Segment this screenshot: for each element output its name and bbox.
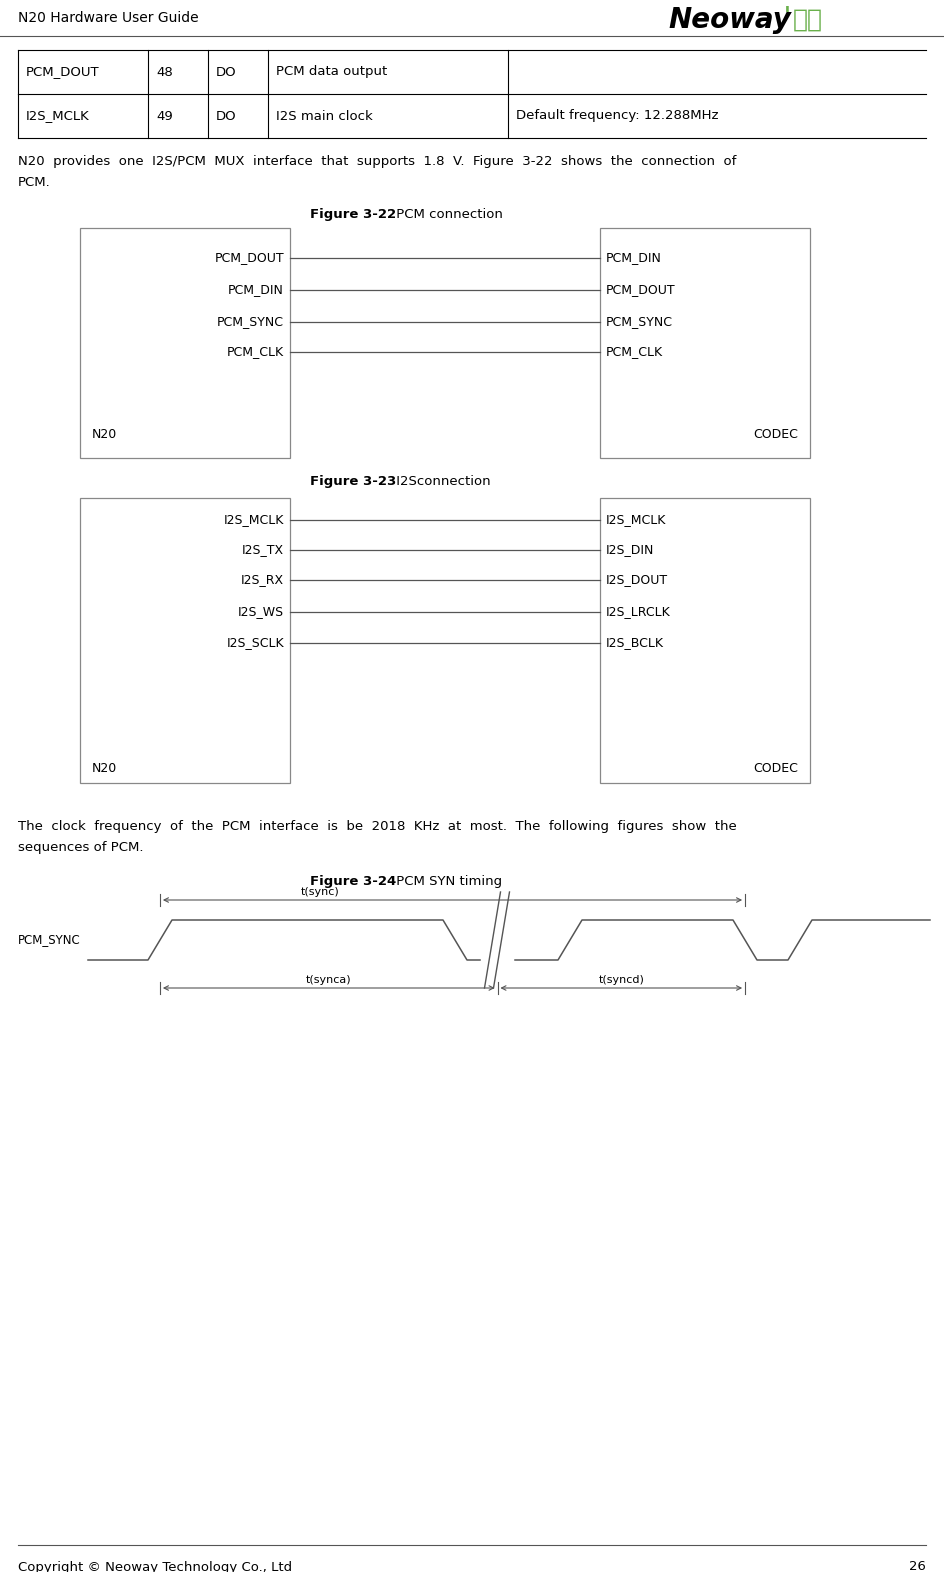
- Text: PCM.: PCM.: [18, 176, 51, 189]
- Text: Figure 3-24: Figure 3-24: [310, 876, 396, 888]
- Text: I2S_MCLK: I2S_MCLK: [224, 514, 284, 527]
- Text: I2S_LRCLK: I2S_LRCLK: [606, 605, 671, 618]
- Text: t(sync): t(sync): [300, 887, 340, 898]
- Text: 有方: 有方: [793, 8, 823, 31]
- Text: N20: N20: [92, 429, 117, 442]
- Text: I2S_MCLK: I2S_MCLK: [606, 514, 666, 527]
- Text: Neoway: Neoway: [668, 6, 791, 35]
- Text: PCM_SYNC: PCM_SYNC: [606, 316, 673, 329]
- Bar: [80, 228, 290, 457]
- Text: 49: 49: [156, 110, 173, 123]
- Text: Figure 3-23: Figure 3-23: [310, 475, 396, 487]
- Text: sequences of PCM.: sequences of PCM.: [18, 841, 143, 854]
- Text: PCM_CLK: PCM_CLK: [606, 346, 663, 358]
- Text: 48: 48: [156, 66, 173, 79]
- Text: I2S_RX: I2S_RX: [241, 574, 284, 586]
- Text: 26: 26: [909, 1561, 926, 1572]
- Text: The  clock  frequency  of  the  PCM  interface  is  be  2018  KHz  at  most.  Th: The clock frequency of the PCM interface…: [18, 821, 736, 833]
- Text: t(syncd): t(syncd): [598, 975, 644, 986]
- Bar: [600, 498, 810, 783]
- Text: I2Sconnection: I2Sconnection: [392, 475, 491, 487]
- Text: ': ': [784, 6, 791, 27]
- Text: PCM connection: PCM connection: [392, 208, 503, 222]
- Text: I2S_SCLK: I2S_SCLK: [227, 637, 284, 649]
- Text: PCM_DIN: PCM_DIN: [228, 283, 284, 297]
- Text: N20: N20: [92, 761, 117, 775]
- Bar: [80, 498, 290, 783]
- Text: DO: DO: [216, 66, 237, 79]
- Text: PCM_DOUT: PCM_DOUT: [606, 283, 676, 297]
- Text: CODEC: CODEC: [753, 761, 798, 775]
- Text: Default frequency: 12.288MHz: Default frequency: 12.288MHz: [516, 110, 718, 123]
- Text: Figure 3-22: Figure 3-22: [310, 208, 396, 222]
- Text: I2S_MCLK: I2S_MCLK: [26, 110, 90, 123]
- Text: PCM_SYNC: PCM_SYNC: [18, 934, 81, 946]
- Text: I2S main clock: I2S main clock: [276, 110, 373, 123]
- Text: I2S_DOUT: I2S_DOUT: [606, 574, 668, 586]
- Text: Copyright © Neoway Technology Co., Ltd: Copyright © Neoway Technology Co., Ltd: [18, 1561, 292, 1572]
- Text: CODEC: CODEC: [753, 429, 798, 442]
- Text: PCM_DOUT: PCM_DOUT: [26, 66, 100, 79]
- Text: PCM_DOUT: PCM_DOUT: [214, 252, 284, 264]
- Text: t(synca): t(synca): [306, 975, 351, 986]
- Text: I2S_WS: I2S_WS: [238, 605, 284, 618]
- Text: PCM_DIN: PCM_DIN: [606, 252, 662, 264]
- Text: PCM data output: PCM data output: [276, 66, 387, 79]
- Text: PCM_SYNC: PCM_SYNC: [217, 316, 284, 329]
- Text: DO: DO: [216, 110, 237, 123]
- Text: N20  provides  one  I2S/PCM  MUX  interface  that  supports  1.8  V.  Figure  3-: N20 provides one I2S/PCM MUX interface t…: [18, 156, 736, 168]
- Bar: [600, 228, 810, 457]
- Text: PCM SYN timing: PCM SYN timing: [392, 876, 502, 888]
- Text: N20 Hardware User Guide: N20 Hardware User Guide: [18, 11, 198, 25]
- Text: PCM_CLK: PCM_CLK: [227, 346, 284, 358]
- Text: I2S_TX: I2S_TX: [242, 544, 284, 556]
- Text: I2S_BCLK: I2S_BCLK: [606, 637, 664, 649]
- Text: I2S_DIN: I2S_DIN: [606, 544, 654, 556]
